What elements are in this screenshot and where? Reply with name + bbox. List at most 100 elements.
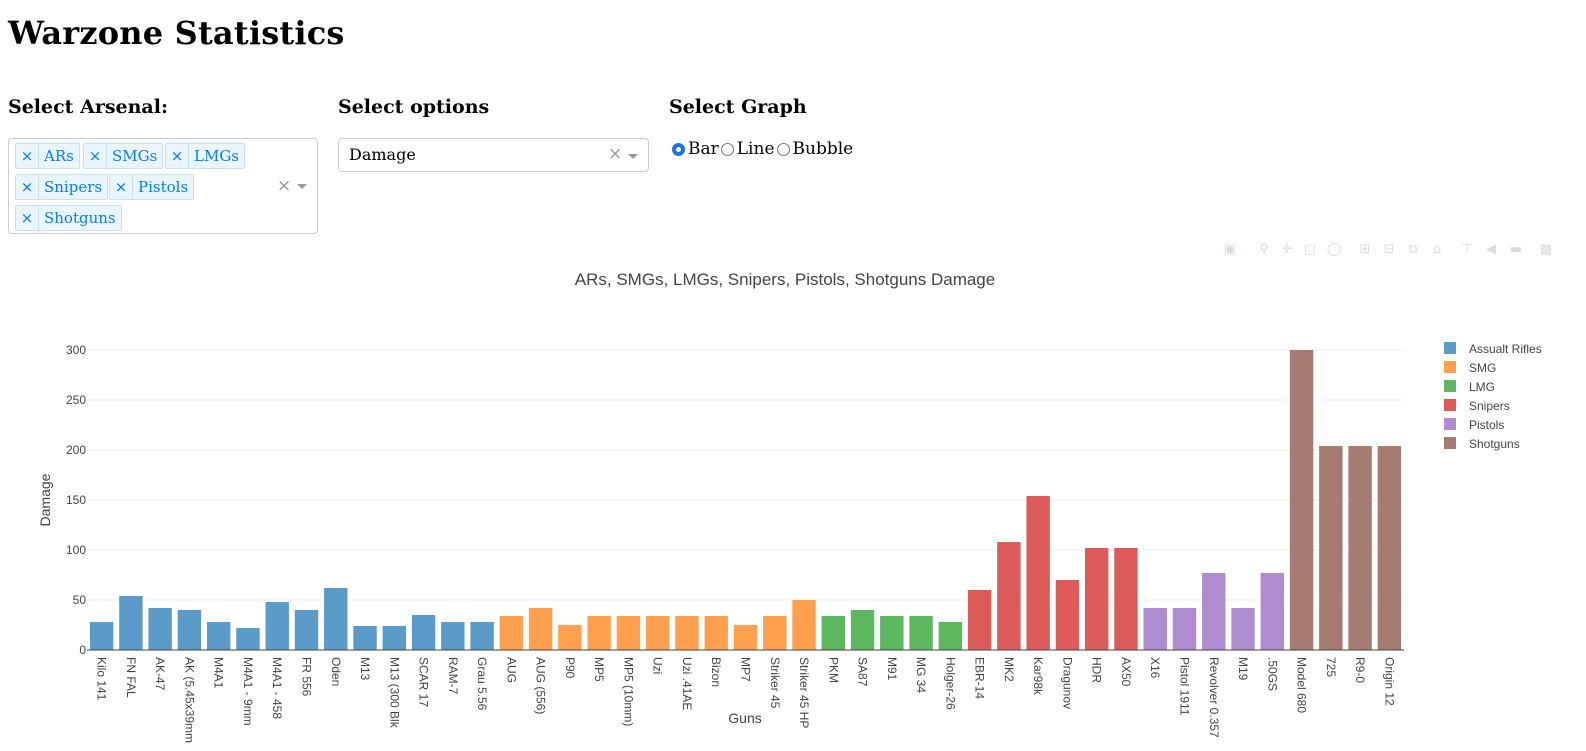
arsenal-multiselect[interactable]: × ARs × SMGs × LMGs × Snipers × Pistols … — [8, 138, 318, 234]
bar — [353, 626, 377, 650]
radio-line-label: Line — [736, 139, 775, 159]
spike-lines-icon[interactable]: ⊤ — [1461, 241, 1473, 257]
x-tick-label: Bizon — [709, 657, 723, 687]
arsenal-tag[interactable]: × Pistols — [109, 174, 195, 200]
arsenal-tag[interactable]: × Shotguns — [15, 205, 122, 231]
x-tick-label: AK-47 — [153, 657, 167, 691]
y-tick-label: 50 — [73, 593, 87, 607]
bar — [1377, 446, 1402, 650]
x-tick-label: AUG (556) — [534, 657, 548, 714]
x-tick-label: MG 34 — [914, 657, 928, 693]
remove-tag-icon[interactable]: × — [16, 144, 39, 168]
pan-icon[interactable]: ✛ — [1281, 241, 1293, 257]
bar — [880, 616, 904, 650]
y-tick-label: 250 — [66, 393, 86, 407]
x-tick-label: EBR-14 — [973, 657, 987, 699]
chevron-down-icon[interactable] — [297, 184, 307, 189]
bar — [1348, 446, 1372, 650]
graph-label: Select Graph — [669, 96, 807, 118]
bar — [1143, 608, 1167, 650]
bar — [909, 616, 933, 650]
bar — [528, 608, 553, 650]
legend-label: Pistols — [1469, 418, 1504, 432]
chart-gridlines — [87, 349, 1404, 601]
bar — [587, 616, 611, 650]
x-tick-label: M13 — [358, 657, 372, 681]
legend-swatch — [1444, 380, 1456, 392]
zoom-in-icon[interactable]: ⊞ — [1359, 241, 1371, 257]
plotly-logo-icon[interactable]: ▩ — [1539, 241, 1553, 257]
bar — [148, 608, 172, 650]
page-title: Warzone Statistics — [8, 14, 345, 52]
radio-bar[interactable]: Bar — [672, 139, 719, 159]
arsenal-tag[interactable]: × Snipers — [15, 174, 109, 200]
legend-swatch — [1444, 399, 1456, 411]
camera-icon[interactable]: ▣ — [1223, 241, 1237, 257]
arsenal-tag-label: Snipers — [44, 178, 103, 196]
bar — [119, 596, 143, 650]
legend-swatch — [1444, 361, 1456, 373]
remove-tag-icon[interactable]: × — [84, 144, 107, 168]
bar — [997, 542, 1021, 650]
radio-button-icon[interactable] — [720, 142, 734, 156]
radio-button-icon[interactable] — [672, 142, 685, 156]
bar — [265, 602, 289, 650]
chevron-down-icon[interactable] — [628, 154, 638, 159]
remove-tag-icon[interactable]: × — [166, 144, 189, 168]
y-tick-label: 0 — [79, 643, 86, 657]
x-tick-label: .50GS — [1265, 657, 1279, 691]
legend-swatch — [1444, 418, 1456, 430]
zoom-out-icon[interactable]: ⊟ — [1383, 241, 1395, 257]
radio-bar-label: Bar — [688, 139, 719, 159]
x-tick-label: MK2 — [1002, 657, 1016, 682]
x-tick-label: X16 — [1148, 657, 1162, 679]
arsenal-tag[interactable]: × ARs — [15, 143, 80, 169]
y-tick-label: 300 — [66, 343, 86, 357]
x-tick-label: AUG — [504, 657, 518, 683]
zoom-icon[interactable]: ⚲ — [1259, 241, 1269, 257]
autoscale-icon[interactable]: ⧉ — [1408, 241, 1418, 257]
arsenal-tag[interactable]: × LMGs — [165, 143, 245, 169]
bar — [763, 616, 787, 650]
x-tick-label: Dragunov — [1060, 657, 1074, 709]
bar — [792, 600, 816, 650]
x-tick-label: Uzi — [651, 657, 665, 674]
clear-all-icon[interactable]: × — [277, 176, 292, 196]
x-tick-label: Kar98k — [1031, 657, 1045, 696]
remove-tag-icon[interactable]: × — [16, 206, 39, 230]
options-dropdown[interactable]: Damage × — [338, 138, 649, 172]
legend-label: LMG — [1469, 380, 1495, 394]
hover-closest-icon[interactable]: ◀ — [1486, 241, 1496, 257]
x-tick-label: M13 (300 Blk — [387, 657, 401, 729]
remove-tag-icon[interactable]: × — [110, 175, 133, 199]
bar — [382, 626, 407, 650]
legend-swatch — [1444, 437, 1456, 449]
clear-selection-icon[interactable]: × — [608, 144, 623, 164]
x-tick-label: SCAR 17 — [417, 657, 431, 707]
radio-line[interactable]: Line — [720, 139, 775, 159]
bar — [1026, 496, 1050, 650]
chart-bars — [89, 350, 1402, 650]
bar — [967, 590, 992, 650]
radio-button-icon[interactable] — [776, 142, 790, 156]
arsenal-tag[interactable]: × SMGs — [83, 143, 164, 169]
bar — [1202, 573, 1226, 650]
reset-axes-icon[interactable]: ⌂ — [1432, 241, 1442, 257]
radio-bubble[interactable]: Bubble — [776, 139, 853, 159]
bar — [938, 622, 963, 650]
x-axis-title: Guns — [728, 710, 761, 726]
x-tick-label: M4A1 - 9mm — [241, 657, 255, 726]
lasso-icon[interactable]: ◯ — [1326, 241, 1342, 257]
y-axis-title: Damage — [37, 473, 53, 526]
bar — [675, 616, 699, 650]
box-select-icon[interactable]: □ — [1303, 241, 1317, 257]
bar — [1114, 548, 1138, 650]
bar — [821, 616, 846, 650]
legend-label: Shotguns — [1469, 437, 1520, 451]
hover-compare-icon[interactable]: ▬ — [1509, 241, 1523, 257]
bar — [704, 616, 728, 650]
x-tick-label: 725 — [1324, 657, 1338, 677]
remove-tag-icon[interactable]: × — [16, 175, 39, 199]
arsenal-tag-label: SMGs — [112, 147, 158, 165]
bar — [441, 622, 465, 650]
